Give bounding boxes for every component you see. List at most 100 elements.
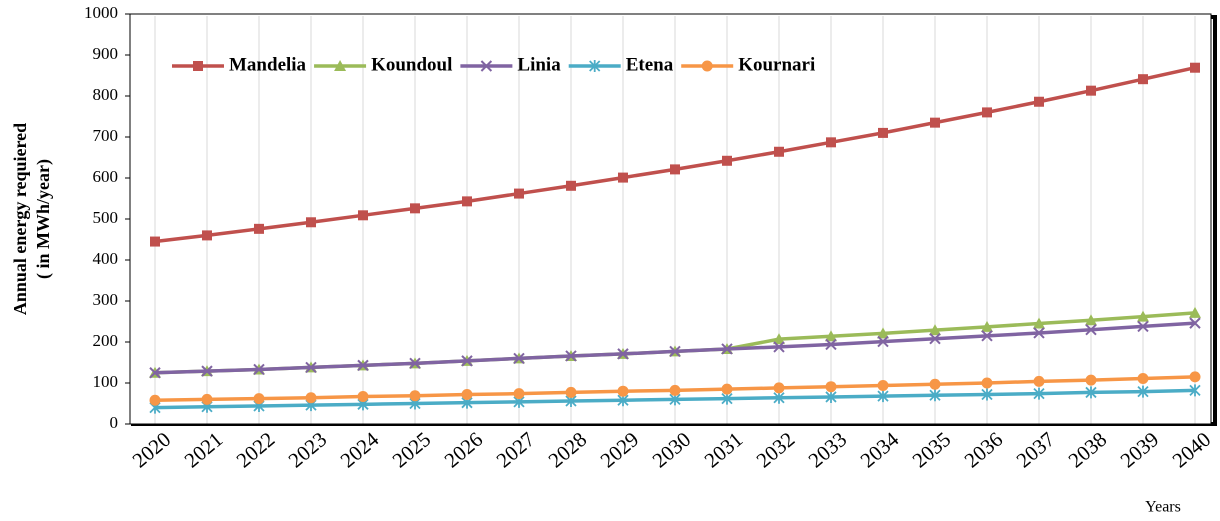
legend-item: Mandelia	[172, 54, 307, 75]
marker	[669, 384, 681, 396]
x-tick-label: 2025	[388, 427, 436, 472]
y-tick-label: 1000	[84, 3, 118, 22]
marker	[513, 388, 525, 400]
plot-area	[129, 13, 1212, 425]
marker	[201, 365, 213, 377]
marker	[513, 352, 525, 365]
marker	[334, 60, 347, 71]
marker	[721, 383, 733, 395]
x-tick-label: 2035	[908, 427, 956, 472]
marker	[565, 350, 577, 362]
marker	[566, 180, 576, 191]
marker	[254, 223, 264, 234]
y-tick-label: 0	[110, 413, 119, 432]
legend-label: Koundoul	[371, 54, 452, 75]
legend-item: Koundoul	[314, 54, 452, 75]
marker	[461, 355, 473, 367]
marker	[618, 172, 628, 183]
marker	[1033, 317, 1045, 329]
marker	[981, 377, 993, 389]
x-tick-label: 2039	[1116, 427, 1164, 472]
marker	[1085, 314, 1097, 326]
marker	[929, 378, 941, 390]
marker	[981, 388, 993, 401]
marker	[617, 385, 629, 397]
marker	[825, 338, 837, 351]
marker	[1189, 306, 1201, 318]
x-tick-label: 2021	[180, 427, 228, 472]
marker	[1189, 384, 1201, 397]
x-tick-label: 2020	[128, 427, 176, 472]
x-tick-label: 2030	[648, 427, 696, 472]
marker	[929, 389, 941, 402]
x-tick-label: 2038	[1064, 427, 1112, 472]
marker	[357, 359, 369, 372]
marker	[1033, 375, 1045, 387]
marker	[306, 217, 316, 228]
marker	[1033, 327, 1045, 339]
y-tick-label: 200	[93, 331, 119, 350]
y-tick-label: 600	[93, 167, 119, 186]
marker	[877, 335, 889, 348]
marker	[305, 392, 317, 404]
marker	[929, 324, 941, 336]
marker	[878, 127, 888, 138]
marker	[480, 60, 493, 72]
marker	[409, 357, 421, 370]
marker	[774, 146, 784, 157]
marker	[773, 341, 785, 353]
x-axis-label: Years	[1145, 499, 1181, 516]
marker	[565, 386, 577, 398]
legend-label: Mandelia	[229, 54, 307, 75]
marker	[701, 60, 713, 72]
y-tick-label: 900	[93, 44, 119, 63]
marker	[773, 333, 785, 345]
marker	[1137, 372, 1149, 384]
y-axis-label: ( in MWh/year)	[33, 159, 54, 279]
marker	[462, 196, 472, 207]
marker	[410, 203, 420, 214]
marker	[461, 388, 473, 400]
marker	[877, 379, 889, 391]
series	[150, 62, 1200, 247]
y-tick-label: 800	[93, 85, 119, 104]
marker	[514, 188, 524, 199]
marker	[981, 330, 993, 342]
marker	[589, 60, 601, 72]
marker	[1137, 385, 1149, 398]
marker	[357, 391, 369, 403]
marker	[982, 107, 992, 118]
marker	[981, 320, 993, 332]
marker	[193, 61, 203, 71]
marker	[1085, 323, 1097, 336]
marker	[409, 390, 421, 402]
x-tick-label: 2027	[492, 427, 540, 472]
marker	[150, 236, 160, 247]
x-tick-label: 2022	[232, 427, 280, 472]
marker	[201, 393, 213, 405]
marker	[1190, 62, 1200, 73]
marker	[358, 210, 368, 221]
legend-label: Etena	[626, 54, 674, 75]
marker	[1137, 310, 1149, 322]
marker	[305, 361, 317, 374]
x-tick-label: 2040	[1168, 427, 1216, 472]
legend-item: Kournari	[681, 54, 815, 75]
marker	[722, 155, 732, 166]
marker	[825, 330, 837, 342]
x-tick-label: 2029	[596, 427, 644, 472]
marker	[253, 363, 265, 376]
x-tick-label: 2024	[336, 427, 384, 473]
y-tick-label: 100	[93, 372, 119, 391]
marker	[1034, 96, 1044, 107]
x-tick-label: 2031	[700, 427, 748, 472]
y-tick-label: 500	[93, 208, 119, 227]
y-tick-label: 300	[93, 290, 119, 309]
marker	[721, 343, 733, 355]
marker	[930, 117, 940, 128]
marker	[670, 164, 680, 175]
marker	[773, 391, 785, 404]
x-tick-label: 2036	[960, 427, 1008, 472]
x-tick-label: 2034	[856, 427, 904, 473]
